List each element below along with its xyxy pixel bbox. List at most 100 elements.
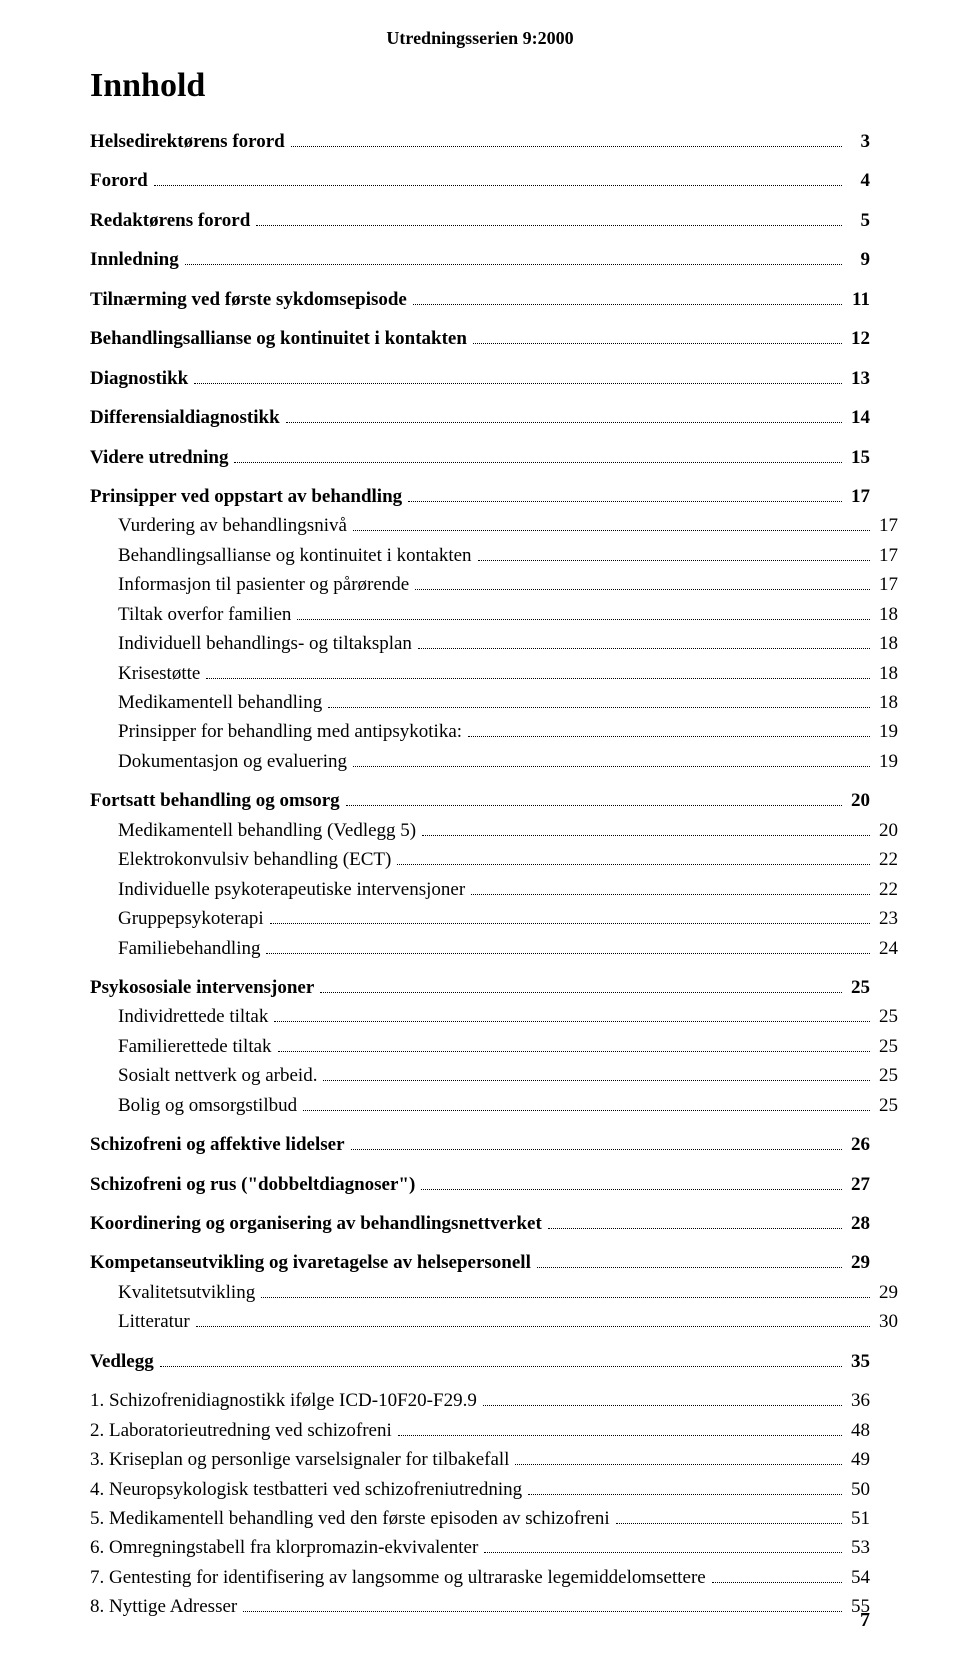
- toc-gap: [90, 314, 870, 324]
- toc-page: 22: [874, 875, 898, 904]
- toc-label: Redaktørens forord: [90, 206, 250, 235]
- toc-row: Tilnærming ved første sykdomsepisode11: [90, 285, 870, 314]
- toc-label: Individuell behandlings- og tiltaksplan: [118, 629, 412, 658]
- toc-label: 1. Schizofrenidiagnostikk ifølge ICD-10F…: [90, 1386, 477, 1415]
- toc-label: 5. Medikamentell behandling ved den førs…: [90, 1504, 610, 1533]
- document-title: Innhold: [90, 67, 870, 105]
- toc-leader: [353, 516, 870, 531]
- toc-page: 17: [846, 482, 870, 511]
- toc-row: Behandlingsallianse og kontinuitet i kon…: [90, 324, 870, 353]
- toc-label: 4. Neuropsykologisk testbatteri ved schi…: [90, 1475, 522, 1504]
- toc-page: 50: [846, 1475, 870, 1504]
- toc-gap: [90, 963, 870, 973]
- toc-row: Prinsipper ved oppstart av behandling17: [90, 482, 870, 511]
- toc-label: Krisestøtte: [118, 659, 200, 688]
- toc-page: 20: [846, 786, 870, 815]
- toc-page: 29: [846, 1248, 870, 1277]
- toc-label: 8. Nyttige Adresser: [90, 1592, 237, 1621]
- toc-page: 18: [874, 659, 898, 688]
- toc-row: Innledning9: [90, 245, 870, 274]
- toc-page: 49: [846, 1445, 870, 1474]
- toc-page: 20: [874, 816, 898, 845]
- toc-gap: [90, 776, 870, 786]
- toc-gap: [90, 1160, 870, 1170]
- toc-row: Medikamentell behandling18: [90, 688, 898, 717]
- toc-row: Differensialdiagnostikk14: [90, 403, 870, 432]
- toc-row: Individrettede tiltak25: [90, 1002, 898, 1031]
- toc-label: Schizofreni og rus ("dobbeltdiagnoser"): [90, 1170, 415, 1199]
- toc-label: Fortsatt behandling og omsorg: [90, 786, 340, 815]
- toc-leader: [206, 663, 870, 678]
- toc-label: Koordinering og organisering av behandli…: [90, 1209, 542, 1238]
- toc-label: 3. Kriseplan og personlige varselsignale…: [90, 1445, 509, 1474]
- toc-row: Elektrokonvulsiv behandling (ECT)22: [90, 845, 898, 874]
- toc-row: Gruppepsykoterapi23: [90, 904, 898, 933]
- toc-label: Psykososiale intervensjoner: [90, 973, 314, 1002]
- toc-page: 29: [874, 1278, 898, 1307]
- toc-row: 5. Medikamentell behandling ved den førs…: [90, 1504, 870, 1533]
- toc-row: Bolig og omsorgstilbud25: [90, 1091, 898, 1120]
- toc-row: Individuell behandlings- og tiltaksplan1…: [90, 629, 898, 658]
- toc-row: 3. Kriseplan og personlige varselsignale…: [90, 1445, 870, 1474]
- toc-label: Differensialdiagnostikk: [90, 403, 280, 432]
- toc-page: 17: [874, 511, 898, 540]
- toc-leader: [286, 408, 842, 423]
- toc-row: Litteratur30: [90, 1307, 898, 1336]
- toc-page: 12: [846, 324, 870, 353]
- toc-label: Behandlingsallianse og kontinuitet i kon…: [118, 541, 472, 570]
- toc-page: 30: [874, 1307, 898, 1336]
- toc-label: Behandlingsallianse og kontinuitet i kon…: [90, 324, 467, 353]
- page-container: Utredningsserien 9:2000 Innhold Helsedir…: [0, 0, 960, 1662]
- toc-label: Diagnostikk: [90, 364, 188, 393]
- toc-leader: [471, 879, 870, 894]
- toc-label: Vedlegg: [90, 1347, 154, 1376]
- toc-row: Helsedirektørens forord3: [90, 127, 870, 156]
- toc-leader: [346, 791, 842, 806]
- toc-row: Koordinering og organisering av behandli…: [90, 1209, 870, 1238]
- toc-gap: [90, 1238, 870, 1248]
- toc-leader: [297, 604, 870, 619]
- toc-label: Dokumentasjon og evaluering: [118, 747, 347, 776]
- toc-label: Prinsipper for behandling med antipsykot…: [118, 717, 462, 746]
- toc-label: Tiltak overfor familien: [118, 600, 291, 629]
- toc-label: Bolig og omsorgstilbud: [118, 1091, 297, 1120]
- toc-label: 6. Omregningstabell fra klorpromazin-ekv…: [90, 1533, 478, 1562]
- toc-row: Behandlingsallianse og kontinuitet i kon…: [90, 541, 898, 570]
- toc-label: Medikamentell behandling: [118, 688, 322, 717]
- toc-leader: [408, 487, 842, 502]
- toc-label: Familiebehandling: [118, 934, 260, 963]
- toc-leader: [712, 1568, 842, 1583]
- toc-row: Vedlegg35: [90, 1347, 870, 1376]
- toc-page: 25: [874, 1061, 898, 1090]
- toc-leader: [421, 1174, 842, 1189]
- toc-leader: [413, 290, 842, 305]
- toc-leader: [320, 978, 842, 993]
- toc-row: 1. Schizofrenidiagnostikk ifølge ICD-10F…: [90, 1386, 870, 1415]
- toc-leader: [537, 1253, 842, 1268]
- toc-label: Individuelle psykoterapeutiske intervens…: [118, 875, 465, 904]
- toc-row: 6. Omregningstabell fra klorpromazin-ekv…: [90, 1533, 870, 1562]
- toc-row: Sosialt nettverk og arbeid.25: [90, 1061, 898, 1090]
- toc-leader: [415, 575, 870, 590]
- toc-label: Individrettede tiltak: [118, 1002, 268, 1031]
- toc-leader: [328, 693, 870, 708]
- toc-leader: [353, 752, 870, 767]
- toc-page: 9: [846, 245, 870, 274]
- toc-page: 19: [874, 717, 898, 746]
- toc-gap: [90, 1337, 870, 1347]
- toc-leader: [160, 1352, 842, 1367]
- toc-page: 23: [874, 904, 898, 933]
- toc-gap: [90, 393, 870, 403]
- toc-leader: [266, 938, 870, 953]
- toc-leader: [616, 1509, 842, 1524]
- toc-gap: [90, 433, 870, 443]
- toc-row: Familierettede tiltak25: [90, 1032, 898, 1061]
- table-of-contents: Helsedirektørens forord3 Forord4 Redaktøre…: [90, 127, 870, 1622]
- toc-label: Helsedirektørens forord: [90, 127, 285, 156]
- toc-label: Elektrokonvulsiv behandling (ECT): [118, 845, 391, 874]
- toc-row: Forord4: [90, 166, 870, 195]
- toc-page: 18: [874, 600, 898, 629]
- toc-gap: [90, 235, 870, 245]
- toc-row: Diagnostikk13: [90, 364, 870, 393]
- toc-row: Dokumentasjon og evaluering19: [90, 747, 898, 776]
